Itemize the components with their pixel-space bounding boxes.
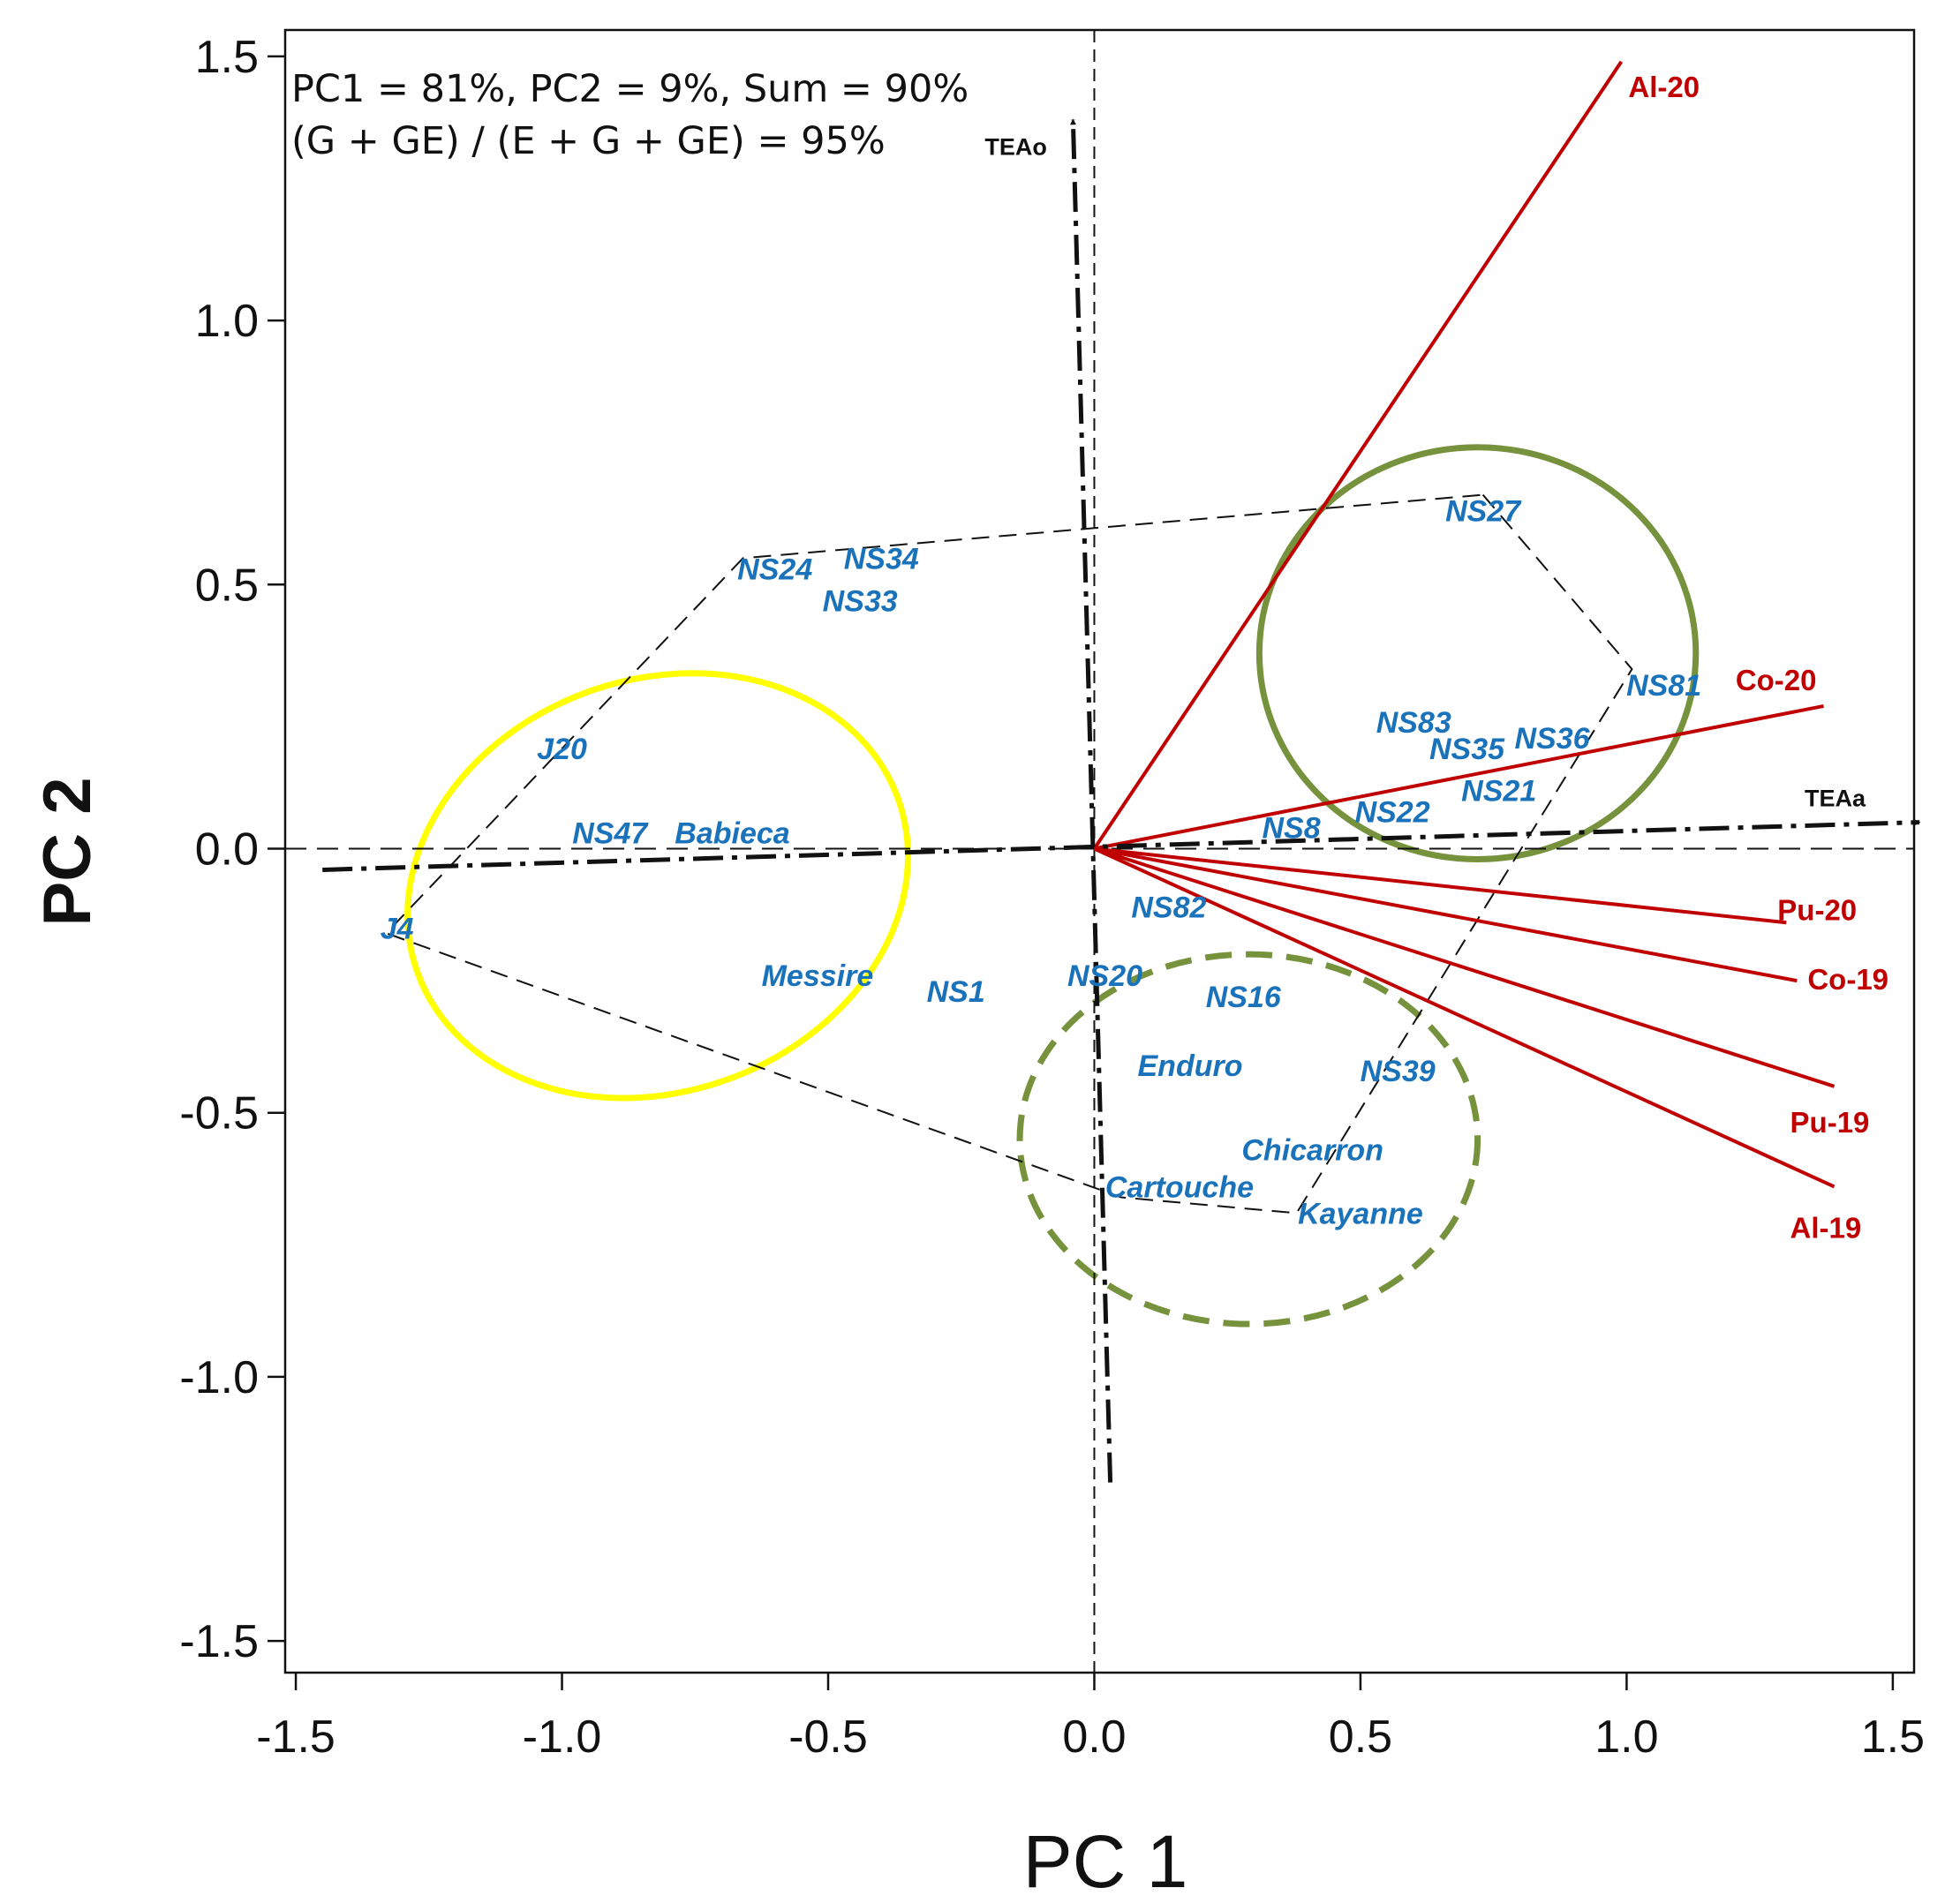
ellipse-green-solid	[1255, 444, 1700, 862]
genotype-label-ns8: NS8	[1262, 812, 1320, 846]
convex-hull-polygon	[384, 493, 1633, 1215]
genotype-label-j20: J20	[537, 733, 587, 766]
trait-label-teaa: TEAa	[1805, 786, 1866, 812]
annotation-line-2: (G + GE) / (E + G + GE) = 95%	[291, 119, 886, 163]
y-tick-label: 0.5	[195, 560, 259, 611]
genotype-label-ns24: NS24	[737, 553, 812, 586]
x-tick-label: 0.0	[1062, 1711, 1126, 1763]
env-label-pu-19: Pu-19	[1790, 1106, 1870, 1139]
ellipse-green-dashed	[1016, 951, 1481, 1328]
env-vector-al-19	[1093, 846, 1836, 1189]
genotype-label-ns35: NS35	[1429, 733, 1505, 766]
env-label-co-19: Co-19	[1807, 963, 1888, 996]
annotation-line-1: PC1 = 81%, PC2 = 9%, Sum = 90%	[291, 67, 969, 111]
genotype-label-messire: Messire	[762, 959, 874, 993]
genotype-label-enduro: Enduro	[1138, 1049, 1243, 1083]
x-tick-label: 0.5	[1329, 1711, 1392, 1763]
genotype-label-babieca: Babieca	[675, 817, 789, 851]
y-tick-label: -1.5	[179, 1616, 259, 1667]
x-tick-label: -0.5	[788, 1711, 868, 1763]
env-vector-al-20	[1092, 60, 1624, 850]
genotype-label-cartouche: Cartouche	[1105, 1170, 1254, 1204]
genotype-label-ns1: NS1	[927, 975, 985, 1009]
genotype-label-ns20: NS20	[1067, 959, 1142, 993]
y-tick-label: -0.5	[179, 1088, 259, 1140]
genotype-label-ns47: NS47	[572, 817, 649, 851]
trait-axis-teao	[1070, 118, 1113, 1483]
x-axis-title: PC 1	[1023, 1820, 1188, 1903]
env-vector-pu-20	[1094, 846, 1787, 925]
trait-label-teao: TEAo	[984, 134, 1047, 161]
genotype-label-ns16: NS16	[1206, 981, 1282, 1014]
env-vector-pu-19	[1093, 846, 1836, 1088]
env-label-pu-20: Pu-20	[1777, 893, 1857, 926]
genotype-label-ns36: NS36	[1514, 722, 1590, 756]
trait-axis-teaa	[322, 819, 1921, 872]
genotype-label-ns82: NS82	[1131, 891, 1206, 924]
genotype-label-ns21: NS21	[1461, 775, 1536, 809]
x-tick-label: -1.5	[256, 1711, 335, 1763]
x-tick-label: 1.0	[1594, 1711, 1658, 1763]
genotype-label-ns81: NS81	[1626, 669, 1701, 703]
genotype-label-kayanne: Kayanne	[1298, 1197, 1423, 1230]
env-label-co-20: Co-20	[1736, 664, 1817, 696]
y-axis-title: PC 2	[30, 778, 105, 927]
env-label-al-19: Al-19	[1790, 1211, 1862, 1244]
y-tick-label: -1.0	[179, 1352, 259, 1403]
x-tick-label: 1.5	[1861, 1711, 1925, 1763]
x-tick-label: -1.0	[523, 1711, 602, 1763]
genotype-label-ns33: NS33	[823, 584, 898, 618]
y-tick-label: 1.0	[195, 296, 259, 347]
env-label-al-20: Al-20	[1628, 71, 1700, 103]
genotype-label-ns27: NS27	[1445, 495, 1522, 529]
genotype-label-ns83: NS83	[1376, 706, 1451, 740]
genotype-label-ns22: NS22	[1355, 796, 1430, 830]
genotype-label-ns34: NS34	[844, 542, 919, 575]
y-tick-label: 1.5	[195, 32, 259, 83]
y-tick-label: 0.0	[195, 824, 259, 876]
genotype-label-chicarron: Chicarron	[1241, 1134, 1383, 1168]
genotype-label-j4: J4	[381, 912, 414, 945]
genotype-label-ns39: NS39	[1361, 1055, 1436, 1088]
plot-frame	[283, 28, 1916, 1674]
env-vector-co-19	[1094, 846, 1798, 983]
ellipse-yellow	[404, 670, 911, 1102]
env-vector-co-20	[1094, 703, 1824, 851]
